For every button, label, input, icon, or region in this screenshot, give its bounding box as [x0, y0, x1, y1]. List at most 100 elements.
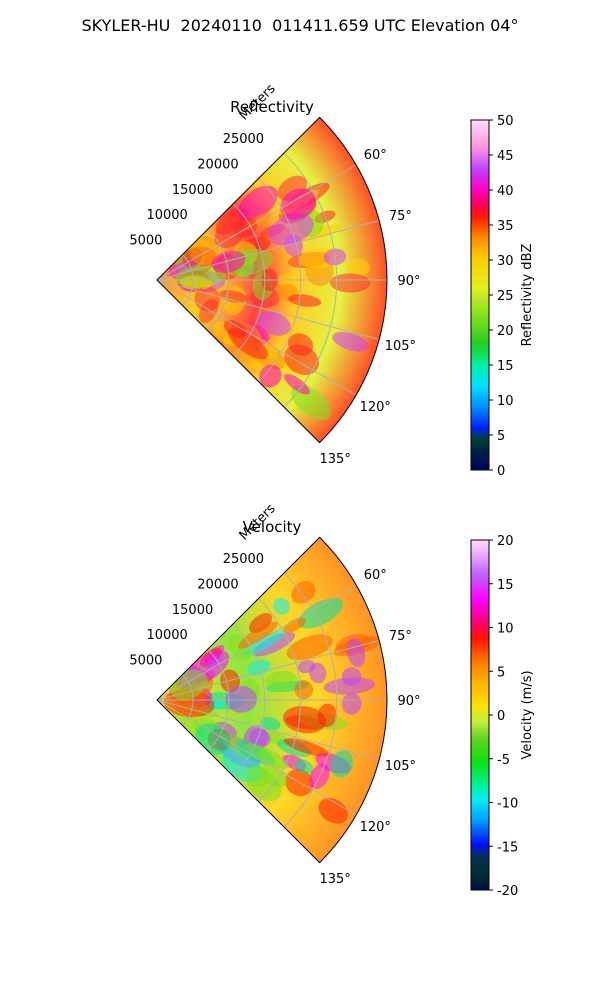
angle-tick-label: 120° [360, 820, 391, 835]
grid-spoke-0 [156, 584, 357, 701]
grid-spoke-1 [156, 219, 380, 281]
data-blob [286, 634, 333, 661]
data-blob [267, 213, 314, 246]
radial-tick-label: 10000 [146, 628, 187, 643]
data-blob [291, 384, 332, 421]
data-blob [214, 222, 244, 249]
data-blob [260, 717, 281, 731]
colorbar-tick-label: 10 [497, 622, 514, 637]
data-blob [244, 743, 289, 769]
data-blob [259, 364, 282, 388]
data-blob [246, 765, 269, 788]
colorbar-tick-label: 35 [497, 219, 514, 234]
grid-spoke-3 [156, 699, 380, 761]
colorbar-tick-label: -15 [497, 840, 518, 855]
colorbar-tick-label: 45 [497, 149, 514, 164]
data-blob [294, 759, 314, 774]
data-blob [283, 738, 330, 757]
data-blob [347, 258, 371, 278]
grid-spoke-4 [156, 699, 357, 816]
colorbar-bar [470, 539, 490, 891]
data-blob [291, 581, 316, 604]
radial-tick-label: 15000 [172, 183, 213, 198]
data-blob [284, 373, 310, 395]
sector-outline [156, 116, 388, 444]
data-blob [330, 750, 354, 778]
data-blob [297, 598, 344, 629]
colorbar-tick-label: -10 [497, 797, 518, 812]
colorbar-tick-label: 25 [497, 289, 514, 304]
data-blob [317, 703, 337, 728]
data-blob [225, 685, 257, 713]
data-blob [211, 250, 246, 274]
colorbar-tick-label: -5 [497, 753, 510, 768]
data-blob [223, 319, 247, 338]
colorbar-tick-label: 15 [497, 578, 514, 593]
radial-tick-label: 20000 [197, 157, 238, 172]
angle-tick-label: 105° [385, 759, 416, 774]
data-blob [280, 188, 316, 220]
radial-tick-label: 25000 [223, 552, 264, 567]
radar-panel-velocity: 60° 75° 90° 105° 120° 135° 5000 10000 15000 20000… [129, 501, 535, 899]
sector-outline [156, 536, 388, 864]
data-blob [332, 331, 369, 352]
colorbar-tick-label: 0 [497, 464, 505, 479]
data-blob [249, 613, 273, 633]
grid-spoke-3 [156, 279, 380, 341]
data-blob [309, 662, 327, 684]
data-blob [341, 692, 362, 715]
grid-spoke-1 [156, 639, 380, 701]
grid-spoke-0 [156, 164, 357, 281]
colorbar-tick-label: 15 [497, 359, 514, 374]
data-blob [277, 273, 299, 288]
radar-panel-reflectivity: 60° 75° 90° 105° 120° 135° 5000 10000 15000 20000… [129, 81, 535, 479]
radial-tick-label: 20000 [197, 577, 238, 592]
colorbar-tick-label: 20 [497, 534, 514, 549]
angle-tick-label: 60° [364, 568, 387, 583]
colorbar-tick-label: 20 [497, 324, 514, 339]
grid-spoke-4 [156, 279, 357, 396]
angle-tick-label: 90° [397, 694, 420, 709]
data-blob [283, 617, 307, 633]
colorbar: -20 -15 -10 -5 0 5 10 15 20 Velocity (m/s) [470, 534, 535, 899]
colorbar-tick-label: 10 [497, 394, 514, 409]
data-blob [206, 655, 223, 670]
data-blob [223, 335, 262, 370]
angle-tick-label: 120° [360, 400, 391, 415]
colorbar: 0 5 10 15 20 25 30 35 40 45 50 Reflectivity dBZ [470, 114, 535, 479]
colorbar-bar [470, 119, 490, 471]
data-blob [287, 294, 322, 307]
data-blob [237, 185, 278, 221]
radial-tick-label: 10000 [146, 208, 187, 223]
radial-tick-label: 15000 [172, 603, 213, 618]
colorbar-label: Velocity (m/s) [520, 670, 535, 759]
data-blob [257, 311, 291, 336]
data-blob [294, 680, 314, 700]
angle-tick-label: 75° [389, 629, 412, 644]
data-blob [318, 797, 348, 824]
colorbar-tick-label: 5 [497, 665, 505, 680]
data-blob [189, 236, 219, 265]
panel-title: Reflectivity [230, 98, 314, 116]
angle-tick-label: 90° [397, 274, 420, 289]
angle-tick-label: 105° [385, 339, 416, 354]
colorbar-label: Reflectivity dBZ [520, 244, 535, 347]
colorbar-tick-label: 50 [497, 114, 514, 129]
figure-title: SKYLER-HU 20240110 011411.659 UTC Elevat… [81, 16, 519, 35]
angle-tick-label: 135° [320, 872, 351, 887]
angle-tick-label: 135° [320, 452, 351, 467]
data-blob [266, 670, 298, 693]
colorbar-tick-label: 0 [497, 709, 505, 724]
data-blob [329, 273, 371, 293]
angle-tick-label: 60° [364, 148, 387, 163]
colorbar-tick-label: 30 [497, 254, 514, 269]
radial-tick-label: 5000 [129, 234, 162, 249]
panel-title: Velocity [243, 518, 302, 536]
colorbar-tick-label: 5 [497, 429, 505, 444]
data-blob [273, 597, 290, 615]
colorbar-tick-label: -20 [497, 884, 518, 899]
colorbar-tick-label: 40 [497, 184, 514, 199]
data-blob [282, 706, 327, 734]
data-blob [284, 344, 320, 375]
